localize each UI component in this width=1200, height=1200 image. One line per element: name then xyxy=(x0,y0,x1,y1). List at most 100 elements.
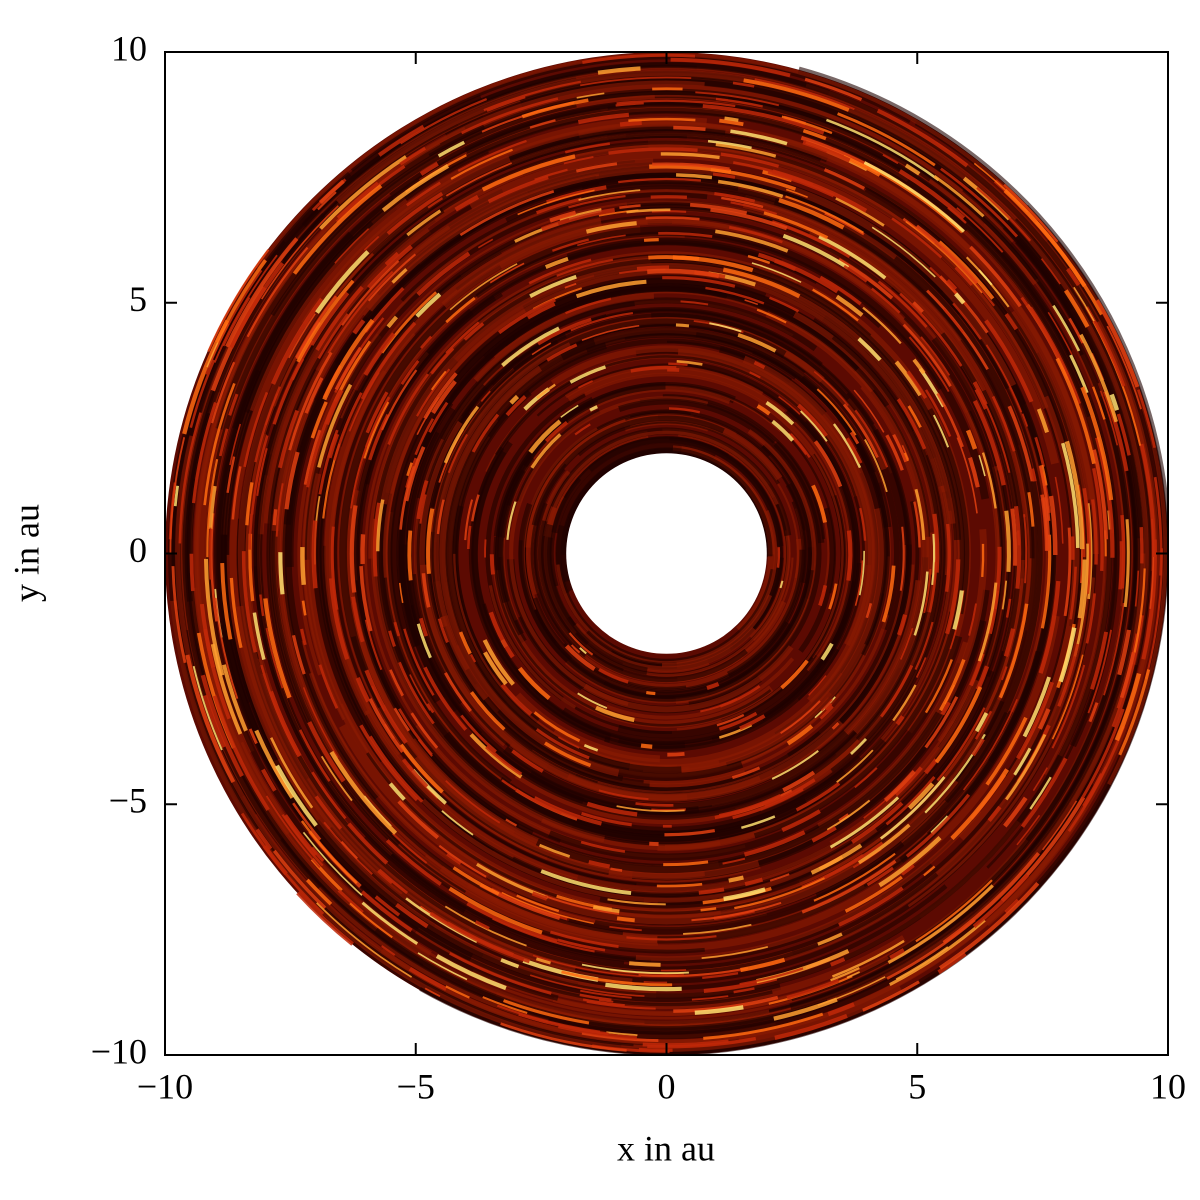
disk-streak xyxy=(350,55,911,172)
disk-streak xyxy=(264,393,279,426)
disk-streak xyxy=(1005,733,1047,801)
disk-streak xyxy=(812,288,859,322)
disk-streak xyxy=(405,407,700,815)
disk-streak xyxy=(576,92,605,99)
x-tick-label: 5 xyxy=(908,1066,926,1106)
disk-streak xyxy=(309,291,350,346)
disk-streak xyxy=(795,782,841,812)
disk-streak xyxy=(1016,814,1041,846)
disk-streak xyxy=(646,690,656,696)
disk-streak xyxy=(500,958,520,969)
disk-streak xyxy=(1037,708,1051,730)
disk-streak xyxy=(808,675,827,696)
disk-streak xyxy=(734,877,826,910)
disk-streak xyxy=(862,306,902,345)
disk-streak xyxy=(447,921,514,956)
disk-streak xyxy=(952,302,982,340)
disk-streak xyxy=(300,628,307,646)
disk-streak xyxy=(195,141,770,1025)
disk-streak xyxy=(387,373,430,445)
disk-streak xyxy=(466,902,558,943)
disk-streak xyxy=(944,684,955,705)
disk-streak xyxy=(578,189,641,201)
disk-streak xyxy=(718,711,758,731)
disk-streak xyxy=(441,810,474,836)
disk-streak xyxy=(619,204,641,210)
disk-streak xyxy=(780,659,809,690)
disk-streak xyxy=(406,462,413,477)
disk-streak xyxy=(1014,218,1152,730)
disk-streak xyxy=(829,796,900,849)
disk-streak xyxy=(378,868,408,895)
disk-streak xyxy=(945,559,961,635)
disk-streak xyxy=(292,184,383,275)
disk-streak xyxy=(170,600,903,1053)
disk-streak xyxy=(399,400,458,714)
disk-streak xyxy=(243,107,1113,824)
disk-streak xyxy=(695,91,780,107)
disk-streak xyxy=(726,549,806,678)
disk-streak xyxy=(636,265,670,271)
disk-streak xyxy=(363,235,380,251)
disk-streak xyxy=(250,435,269,515)
disk-streak xyxy=(467,525,472,550)
disk-streak xyxy=(911,301,924,314)
disk-streak xyxy=(1036,408,1049,434)
disk-streak xyxy=(871,226,936,278)
disk-streak xyxy=(570,644,581,654)
disk-streak xyxy=(825,118,940,182)
disk-streak xyxy=(444,672,472,712)
disk-streak xyxy=(886,918,976,980)
disk-streak xyxy=(857,823,911,865)
disk-streak xyxy=(388,782,406,801)
disk-streak xyxy=(585,221,637,234)
disk-streak xyxy=(798,507,836,653)
disk-streak xyxy=(292,802,322,841)
disk-streak xyxy=(445,780,501,824)
disk-streak xyxy=(826,799,871,831)
disk-streak xyxy=(649,164,732,174)
disk-streak xyxy=(416,368,451,417)
disk-streak xyxy=(945,279,958,291)
disk-streak xyxy=(778,198,845,230)
disk-streak xyxy=(255,52,1168,786)
disk-streak xyxy=(409,674,431,711)
disk-streak xyxy=(393,707,411,732)
disk-streak xyxy=(924,696,959,749)
disk-streak xyxy=(577,380,593,389)
disk-streak xyxy=(502,730,849,811)
disk-streak xyxy=(865,602,873,619)
disk-streak xyxy=(408,967,448,991)
disk-streak xyxy=(237,155,577,973)
disk-streak xyxy=(556,258,614,277)
disk-streak xyxy=(221,220,374,595)
x-tick-label: −10 xyxy=(137,1066,193,1106)
disk-streak xyxy=(401,758,429,788)
disk-streak xyxy=(694,1005,744,1015)
disk-streak xyxy=(895,715,905,726)
disk-streak xyxy=(483,651,508,686)
disk-streak xyxy=(529,974,645,997)
disk-streak xyxy=(661,594,773,668)
disk-streak xyxy=(363,401,390,459)
disk-streak xyxy=(225,237,299,348)
x-tick-label: 10 xyxy=(1150,1066,1186,1106)
disk-streak xyxy=(500,1022,627,1052)
disk-streak xyxy=(980,389,1026,579)
disk-streak xyxy=(723,887,766,902)
disk-streak xyxy=(837,258,894,300)
disk-streak xyxy=(920,336,951,376)
disk-streak xyxy=(1004,898,1020,914)
disk-streak xyxy=(360,890,413,933)
disk-streak xyxy=(245,482,254,526)
disk-streak xyxy=(785,188,808,198)
disk-streak xyxy=(984,319,1034,403)
disk-streak xyxy=(518,503,814,702)
disk-streak xyxy=(189,553,195,592)
disk-streak xyxy=(381,945,396,957)
disk-streak xyxy=(533,796,602,826)
disk-streak xyxy=(546,343,578,362)
disk-streak xyxy=(756,308,787,324)
disk-streak xyxy=(899,526,905,591)
disk-streak xyxy=(427,197,444,209)
